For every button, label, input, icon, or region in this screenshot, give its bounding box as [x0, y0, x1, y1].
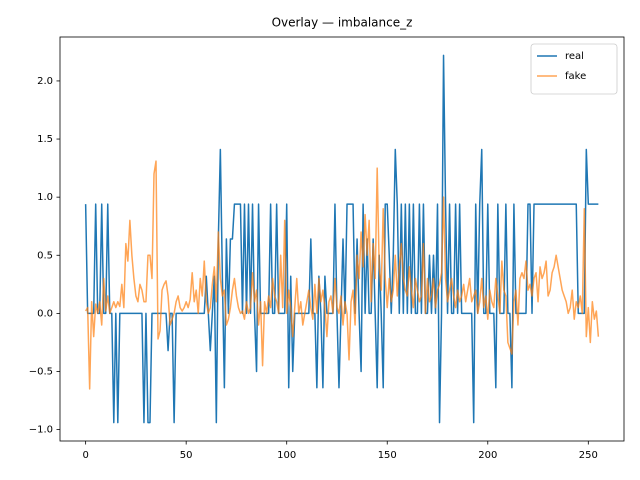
y-tick-label: −0.5 — [29, 366, 53, 377]
x-tick-label: 150 — [378, 450, 397, 461]
plot-frame — [59, 36, 625, 442]
x-tick-label: 0 — [82, 450, 88, 461]
y-tick-label: −1.0 — [29, 425, 53, 436]
x-tick-label: 250 — [579, 450, 598, 461]
x-tick-label: 50 — [180, 450, 193, 461]
y-tick-label: 1.5 — [37, 134, 53, 145]
y-tick-label: 1.0 — [37, 192, 53, 203]
legend-label: fake — [565, 71, 586, 82]
chart-title: Overlay — imbalance_z — [272, 16, 413, 30]
x-tick-label: 100 — [277, 450, 296, 461]
x-tick-label: 200 — [478, 450, 497, 461]
legend-label: real — [565, 51, 584, 62]
y-tick-label: 0.5 — [37, 250, 53, 261]
series-line — [84, 160, 600, 390]
series-line — [84, 54, 599, 424]
y-tick-label: 2.0 — [37, 76, 53, 87]
y-tick-label: 0.0 — [37, 308, 53, 319]
